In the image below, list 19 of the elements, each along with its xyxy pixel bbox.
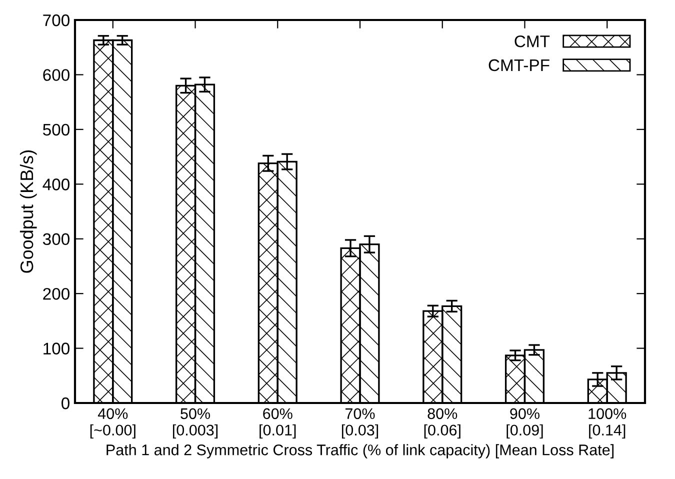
x-tick-label: 50% [0.003] <box>172 408 218 439</box>
y-tick-label: 600 <box>43 69 70 81</box>
y-tick-label: 300 <box>42 233 70 246</box>
legend-label: CMT <box>514 35 550 48</box>
x-tick-label: 90% [0.09] <box>506 408 543 439</box>
x-tick-label: 40% [~0.00] <box>90 408 136 439</box>
x-tick-label: 60% [0.01] <box>260 408 296 439</box>
y-tick-label: 400 <box>42 178 70 190</box>
x-tick-label: 100% [0.14] <box>588 408 626 439</box>
y-tick-label: 700 <box>43 14 70 26</box>
y-tick-label: 100 <box>44 342 70 354</box>
x-tick-label: 80% [0.06] <box>424 408 460 439</box>
y-axis-title: Goodput (KB/s) <box>20 150 37 273</box>
x-tick-label: 70% [0.03] <box>342 408 378 439</box>
x-axis-title: Path 1 and 2 Symmetric Cross Traffic (% of link capacity) [Mean Loss Rate] <box>106 444 614 458</box>
y-tick-label: 0 <box>62 397 70 410</box>
legend-label: CMT-PF <box>488 59 550 72</box>
y-tick-label: 500 <box>43 124 70 136</box>
y-tick-label: 200 <box>43 288 70 300</box>
